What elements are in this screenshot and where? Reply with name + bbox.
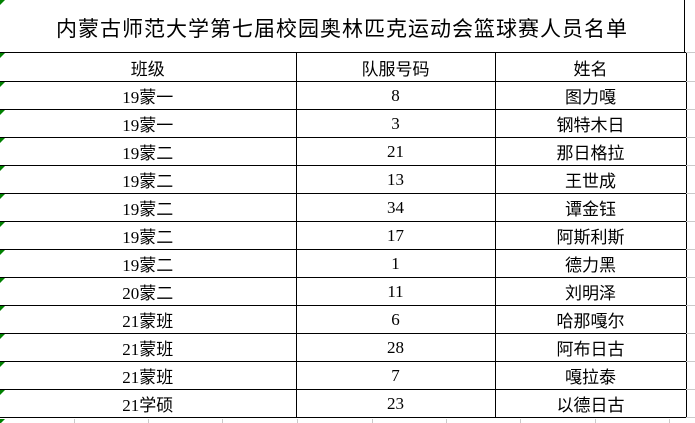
cell-class[interactable]: 21蒙班 [0,333,297,362]
table-row: 19蒙二 21 那日格拉 [0,137,687,166]
cell-error-triangle-icon [0,110,5,115]
cell-class[interactable]: 19蒙二 [0,137,297,166]
gridline-stub [222,419,223,423]
cell-name[interactable]: 王世成 [494,165,687,194]
roster-table-body: 19蒙一 8 图力嘎 19蒙一 3 钢特木日 19蒙二 21 那日格拉 19蒙二 13 王世成 19蒙二… [0,81,687,418]
cell-error-triangle-icon [0,82,5,87]
cell-name[interactable]: 以德日古 [494,389,687,418]
roster-table-header: 班级 队服号码 姓名 [0,52,687,82]
cell-class[interactable]: 19蒙二 [0,249,297,278]
gridline-stub [372,419,373,423]
cell-error-triangle-icon [0,0,5,5]
cell-class[interactable]: 19蒙二 [0,165,297,194]
cell-name[interactable]: 哈那嘎尔 [494,305,687,334]
gridline-stub [74,419,75,423]
cell-name[interactable]: 阿布日古 [494,333,687,362]
cell-class[interactable]: 19蒙一 [0,109,297,138]
cell-number[interactable]: 21 [295,137,496,166]
header-row: 班级 队服号码 姓名 [0,52,687,82]
gridline-stub [686,389,695,390]
cell-error-triangle-icon [0,390,5,395]
gridline-stub [686,221,695,222]
cell-error-triangle-icon [0,362,5,367]
gridline-stub [148,419,149,423]
cell-name[interactable]: 嘎拉泰 [494,361,687,390]
gridline-stub [686,361,695,362]
cell-name[interactable]: 那日格拉 [494,137,687,166]
gridline-stub [669,419,670,423]
gridline-stub [686,109,695,110]
cell-number[interactable]: 8 [295,81,496,110]
cell-error-triangle-icon [0,222,5,227]
title-cell[interactable]: 内蒙古师范大学第七届校园奥林匹克运动会篮球赛人员名单 [0,0,685,52]
cell-name[interactable]: 谭金钰 [494,193,687,222]
gridline-stub [686,137,695,138]
cell-class[interactable]: 21蒙班 [0,361,297,390]
cell-error-triangle-icon [0,166,5,171]
table-row: 19蒙一 3 钢特木日 [0,109,687,138]
gridline-stub [686,193,695,194]
table-row: 19蒙一 8 图力嘎 [0,81,687,110]
gridline-stub [686,52,695,53]
cell-number[interactable]: 28 [295,333,496,362]
cell-number[interactable]: 11 [295,277,496,306]
roster-table: 班级 队服号码 姓名 19蒙一 8 图力嘎 19蒙一 3 钢特木日 19蒙二 21 那日格拉 19… [0,52,687,418]
table-row: 21学硕 23 以德日古 [0,389,687,418]
table-row: 20蒙二 11 刘明泽 [0,277,687,306]
cell-name[interactable]: 钢特木日 [494,109,687,138]
cell-class[interactable]: 19蒙一 [0,81,297,110]
cell-class[interactable]: 21学硕 [0,389,297,418]
cell-error-triangle-icon [0,278,5,283]
gridline-stub [686,81,695,82]
cell-name[interactable]: 刘明泽 [494,277,687,306]
cell-number[interactable]: 6 [295,305,496,334]
gridline-stub [686,305,695,306]
header-cell-name[interactable]: 姓名 [494,52,687,82]
cell-number[interactable]: 34 [295,193,496,222]
gridline-stub [686,417,695,418]
table-row: 19蒙二 1 德力黑 [0,249,687,278]
cell-number[interactable]: 13 [295,165,496,194]
cell-name[interactable]: 图力嘎 [494,81,687,110]
cell-number[interactable]: 3 [295,109,496,138]
cell-error-triangle-icon [0,194,5,199]
gridline-stub [686,165,695,166]
cell-class[interactable]: 19蒙二 [0,221,297,250]
cell-number[interactable]: 23 [295,389,496,418]
gridline-stub [297,419,298,423]
table-row: 21蒙班 7 嘎拉泰 [0,361,687,390]
cell-error-triangle-icon [0,138,5,143]
cell-error-triangle-icon [0,53,5,58]
gridline-stub [446,419,447,423]
page-title: 内蒙古师范大学第七届校园奥林匹克运动会篮球赛人员名单 [56,17,628,41]
gridline-stub [520,419,521,423]
gridline-stub [595,419,596,423]
gridline-stub [686,249,695,250]
cell-number[interactable]: 7 [295,361,496,390]
table-row: 19蒙二 34 谭金钰 [0,193,687,222]
gridline-stub [686,333,695,334]
cell-class[interactable]: 20蒙二 [0,277,297,306]
cell-number[interactable]: 1 [295,249,496,278]
header-cell-number[interactable]: 队服号码 [295,52,496,82]
table-row: 21蒙班 28 阿布日古 [0,333,687,362]
table-row: 19蒙二 17 阿斯利斯 [0,221,687,250]
cell-error-triangle-icon [0,334,5,339]
cell-number[interactable]: 17 [295,221,496,250]
cell-name[interactable]: 阿斯利斯 [494,221,687,250]
cell-error-triangle-icon [0,306,5,311]
cell-name[interactable]: 德力黑 [494,249,687,278]
cell-class[interactable]: 19蒙二 [0,193,297,222]
cell-error-triangle-icon [0,419,5,423]
gridline-stub [686,277,695,278]
table-row: 21蒙班 6 哈那嘎尔 [0,305,687,334]
table-row: 19蒙二 13 王世成 [0,165,687,194]
cell-class[interactable]: 21蒙班 [0,305,297,334]
cell-error-triangle-icon [0,250,5,255]
header-cell-class[interactable]: 班级 [0,52,297,82]
